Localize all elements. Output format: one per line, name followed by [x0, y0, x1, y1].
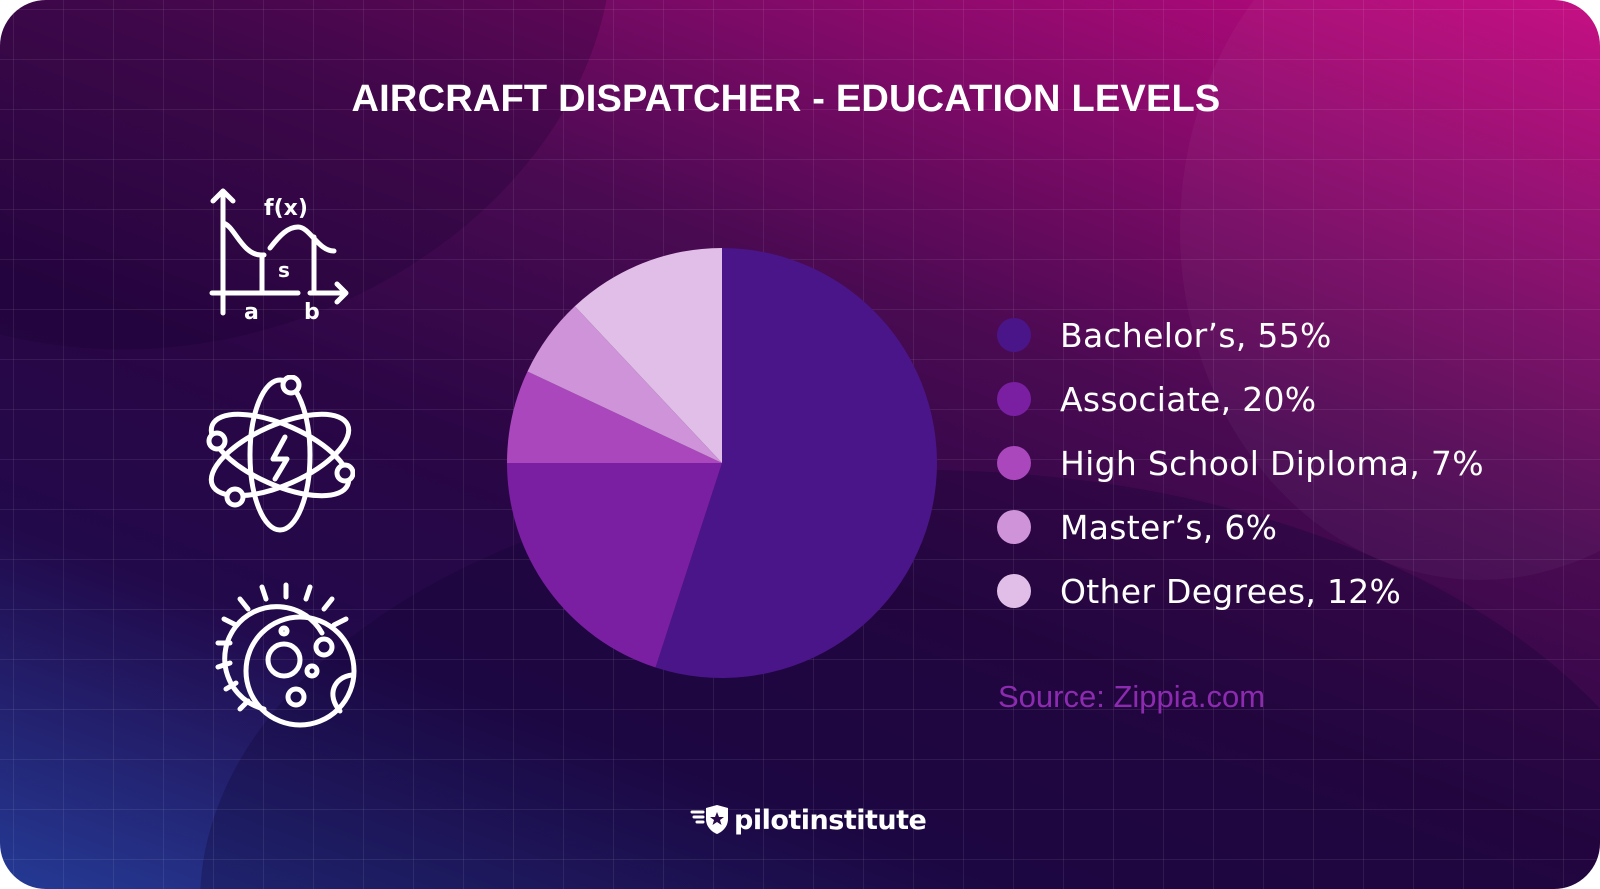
legend-item-other: Other Degrees, 12%: [997, 559, 1484, 623]
legend-swatch: [997, 574, 1031, 608]
chart-title-text: AIRCRAFT DISPATCHER - EDUCATION LEVELS: [351, 78, 1221, 120]
legend-swatch: [997, 318, 1031, 352]
svg-text:a: a: [244, 300, 259, 325]
pie-chart: [507, 247, 937, 678]
legend-label: Master’s, 6%: [1060, 507, 1278, 547]
atom-icon: [205, 375, 355, 535]
brand-name: pilotinstitute: [734, 804, 927, 836]
pie-slice-masters: [527, 306, 722, 463]
svg-text:f(x): f(x): [264, 196, 308, 221]
legend-label: Other Degrees, 12%: [1060, 571, 1402, 611]
source-citation: Source: Zippia.com: [998, 679, 1266, 714]
legend-item-masters: Master’s, 6%: [997, 495, 1484, 559]
legend-swatch: [997, 382, 1031, 416]
legend-label: High School Diploma, 7%: [1060, 443, 1484, 483]
svg-text:b: b: [304, 300, 320, 325]
brand-logo: pilotinstitute: [690, 803, 927, 837]
integral-graph-icon: f(x) s a b: [206, 185, 356, 325]
legend-swatch: [997, 446, 1031, 480]
chart-title: AIRCRAFT DISPATCHER - EDUCATION LEVELS: [0, 78, 1600, 121]
pie-slice-bachelors: [655, 248, 937, 678]
legend-swatch: [997, 510, 1031, 544]
eclipse-planet-icon: [202, 575, 362, 735]
pie-slice-associate: [507, 463, 722, 668]
pie-slice-high-school: [507, 371, 722, 463]
winged-shield-star-icon: [690, 805, 728, 834]
legend-item-high-school: High School Diploma, 7%: [997, 431, 1484, 495]
svg-text:s: s: [278, 258, 290, 282]
legend-label: Bachelor’s, 55%: [1060, 315, 1332, 355]
chart-legend: Bachelor’s, 55% Associate, 20% High Scho…: [997, 303, 1484, 623]
legend-label: Associate, 20%: [1060, 379, 1317, 419]
legend-item-associate: Associate, 20%: [997, 367, 1484, 431]
pie-slice-other: [574, 247, 722, 463]
legend-item-bachelors: Bachelor’s, 55%: [997, 303, 1484, 367]
